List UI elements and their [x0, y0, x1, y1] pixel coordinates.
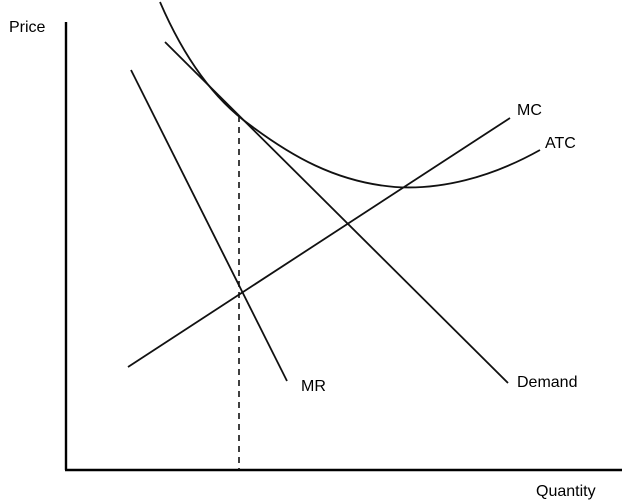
- demand-curve: [164, 41, 509, 384]
- mc-label: MC: [517, 102, 542, 119]
- mr-label: MR: [301, 378, 326, 395]
- x-axis-label: Quantity: [536, 483, 596, 500]
- demand-label: Demand: [517, 374, 577, 391]
- atc-label: ATC: [545, 135, 576, 152]
- mr-curve: [130, 69, 288, 382]
- y-axis-label: Price: [9, 19, 46, 36]
- atc-curve: [159, 1, 541, 189]
- mc-curve: [127, 117, 511, 368]
